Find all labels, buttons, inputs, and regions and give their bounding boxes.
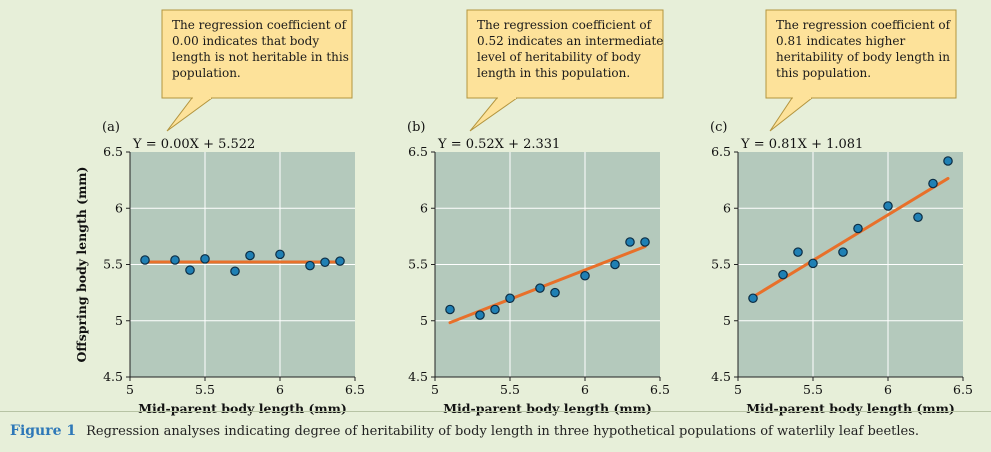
data-point (778, 269, 788, 280)
annotation-text: 0.81 indicates higher (776, 34, 905, 48)
data-point (928, 178, 938, 189)
y-tick-label: 6.5 (711, 144, 731, 159)
y-tick-label: 4.5 (711, 369, 731, 384)
annotation-text: population. (172, 66, 241, 80)
annotation-text: 0.00 indicates that body (172, 34, 319, 48)
data-point (335, 256, 345, 266)
annotation-box (765, 9, 957, 99)
annotation-pointer (769, 97, 814, 132)
data-point (913, 212, 923, 223)
y-tick-label: 5.5 (408, 257, 428, 272)
chart-panel-2: The regression coefficient of 0.52 indica… (407, 9, 670, 416)
data-point (853, 223, 863, 234)
annotation-box (466, 9, 664, 99)
x-tick-label: 5 (431, 382, 439, 397)
annotation-text: this population. (776, 66, 871, 80)
data-point (838, 247, 848, 257)
y-tick-label: 5 (420, 313, 428, 328)
annotation-text: heritability of body length in (776, 50, 950, 64)
data-point (625, 237, 635, 247)
panel-label: (b) (407, 120, 425, 135)
y-tick-label: 5 (723, 313, 731, 328)
y-tick-label: 5.5 (103, 257, 123, 272)
annotation-text: The regression coefficient of (477, 18, 653, 32)
y-tick-label: 6 (115, 200, 123, 215)
x-tick-label: 6.5 (650, 382, 670, 397)
x-tick-label: 6 (276, 382, 284, 397)
y-tick-label: 4.5 (103, 369, 123, 384)
data-point (490, 304, 500, 315)
x-tick-label: 6 (884, 382, 892, 397)
y-tick-label: 5.5 (711, 257, 731, 272)
x-axis-title: Mid-parent body length (mm) (138, 401, 347, 416)
y-tick-label: 6.5 (408, 144, 428, 159)
x-tick-label: 5.5 (500, 382, 520, 397)
data-point (550, 287, 560, 298)
data-point (275, 249, 285, 260)
x-tick-label: 5.5 (803, 382, 823, 397)
y-tick-label: 6 (420, 200, 428, 215)
x-axis-title: Mid-parent body length (mm) (746, 401, 955, 416)
data-point (185, 265, 195, 275)
y-tick-label: 5 (115, 313, 123, 328)
chart-panel-1: The regression coefficient of 0.00 indica… (74, 9, 365, 416)
data-point (320, 257, 330, 268)
caption-divider (0, 411, 991, 452)
figure-label: Figure 1 (10, 423, 77, 439)
figure-caption: Figure 1 Regression analyses indicating d… (10, 423, 919, 439)
y-tick-label: 4.5 (408, 369, 428, 384)
caption-text: Regression analyses indicating degree of… (86, 424, 920, 439)
data-point (140, 255, 150, 265)
data-point (610, 259, 620, 270)
annotation-pointer (166, 97, 214, 132)
y-axis-title: Offspring body length (mm) (74, 167, 89, 363)
annotation-pointer (469, 97, 519, 132)
annotation-text: 0.52 indicates an intermediate (477, 34, 663, 48)
x-tick-label: 6.5 (345, 382, 365, 397)
annotation-text: The regression coefficient of (172, 18, 348, 32)
data-point (943, 156, 953, 166)
data-point (748, 293, 758, 304)
data-point (475, 310, 485, 320)
data-point (505, 293, 515, 304)
regression-equation: Y = 0.52X + 2.331 (437, 137, 560, 152)
x-tick-label: 5 (734, 382, 742, 397)
data-point (200, 254, 210, 264)
y-tick-label: 6 (723, 200, 731, 215)
chart-panel-3: The regression coefficient of 0.81 indica… (710, 9, 973, 416)
annotation-text: length in this population. (477, 66, 630, 80)
regression-equation: Y = 0.00X + 5.522 (132, 137, 255, 152)
x-tick-label: 5 (126, 382, 134, 397)
data-point (305, 260, 315, 271)
x-tick-label: 5.5 (195, 382, 215, 397)
data-point (535, 283, 545, 293)
panel-label: (a) (102, 120, 120, 135)
data-point (808, 258, 818, 269)
annotation-text: The regression coefficient of (776, 18, 952, 32)
data-point (445, 304, 455, 315)
annotation-text: level of heritability of body (477, 50, 641, 64)
x-axis-title: Mid-parent body length (mm) (443, 401, 652, 416)
regression-equation: Y = 0.81X + 1.081 (740, 137, 863, 152)
data-point (245, 250, 255, 261)
data-point (640, 237, 650, 247)
regression-line (448, 245, 647, 325)
data-point (170, 255, 180, 265)
data-point (793, 247, 803, 257)
annotation-box (161, 9, 353, 99)
x-tick-label: 6.5 (953, 382, 973, 397)
y-tick-label: 6.5 (103, 144, 123, 159)
data-point (580, 270, 590, 281)
data-point (883, 201, 893, 211)
data-point (230, 266, 240, 277)
panel-label: (c) (710, 120, 727, 135)
annotation-text: length is not heritable in this (172, 50, 349, 64)
x-tick-label: 6 (581, 382, 589, 397)
